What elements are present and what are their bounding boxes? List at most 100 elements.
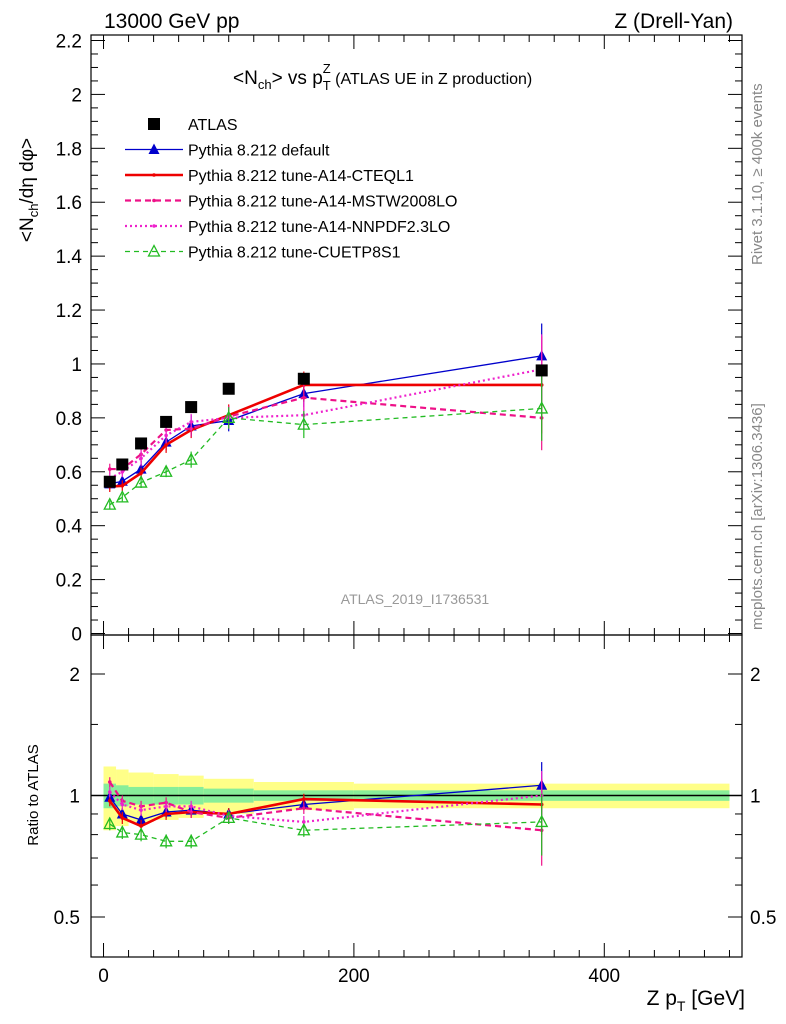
cteql1-marker bbox=[302, 797, 306, 801]
x-tick-label: 400 bbox=[588, 966, 620, 987]
main-y-tick-label: 0.4 bbox=[56, 517, 83, 538]
cuetp8s1-marker bbox=[147, 244, 161, 257]
x-tick-label: 0 bbox=[98, 966, 109, 987]
title-pre: <N bbox=[233, 68, 258, 89]
series-layer bbox=[103, 323, 549, 866]
nnpdf-marker bbox=[302, 820, 306, 824]
xlabel-sub: T bbox=[677, 998, 686, 1014]
nnpdf-marker bbox=[139, 456, 143, 461]
main-series-nnpdf bbox=[107, 334, 544, 484]
main-series-default bbox=[104, 323, 548, 490]
legend-label: Pythia 8.212 tune-A14-NNPDF2.3LO bbox=[188, 219, 450, 236]
cuetp8s1-marker bbox=[535, 814, 549, 828]
axes: 0 0.2 0.4 0.6 0.8 1 1.2 1.4 1.6 1.8 2 2.2 0.5 0.5 1 1 2 2… bbox=[54, 32, 777, 988]
ratio-y-tick-label-right: 1 bbox=[750, 787, 761, 808]
ratio-y-tick-label-right: 2 bbox=[750, 665, 761, 686]
legend-label: Pythia 8.212 tune-CUETP8S1 bbox=[188, 245, 401, 262]
atlas-data-marker bbox=[222, 382, 235, 395]
ratio-y-tick-label: 2 bbox=[69, 665, 80, 686]
mstw-marker bbox=[107, 467, 112, 471]
title-mid: > vs p bbox=[272, 68, 323, 89]
cuetp8s1-marker bbox=[297, 417, 311, 430]
cteql1-marker bbox=[139, 471, 143, 475]
legend-item-cteql1: Pythia 8.212 tune-A14-CTEQL1 bbox=[125, 168, 414, 185]
default-marker bbox=[135, 813, 147, 825]
xlabel-unit: [GeV] bbox=[685, 987, 745, 1010]
x-axis-label: Z pT [GeV] bbox=[647, 987, 745, 1014]
cuetp8s1-marker bbox=[134, 827, 148, 840]
main-series-mstw bbox=[107, 384, 544, 475]
header-beam-label: 13000 GeV pp bbox=[104, 10, 239, 33]
main-cteql1-line bbox=[109, 383, 542, 488]
legend-item-cuetp8s1: Pythia 8.212 tune-CUETP8S1 bbox=[125, 244, 401, 262]
ratio-uncertainty-band bbox=[91, 766, 742, 831]
analysis-watermark: ATLAS_2019_I1736531 bbox=[341, 591, 490, 607]
main-series-cuetp8s1 bbox=[103, 376, 549, 510]
plot-title: <Nch> vs pTZ (ATLAS UE in Z production) bbox=[233, 61, 532, 93]
mstw-marker bbox=[302, 395, 306, 400]
cuetp8s1-marker bbox=[115, 489, 129, 503]
rivet-version-label: Rivet 3.1.10, ≥ 400k events bbox=[749, 83, 766, 265]
legend-label: Pythia 8.212 tune-A14-MSTW2008LO bbox=[188, 194, 457, 211]
main-y-tick-label: 0.8 bbox=[56, 409, 82, 430]
xlabel-main: Z p bbox=[647, 987, 677, 1010]
cuetp8s1-marker bbox=[222, 810, 236, 824]
atlas-data-marker bbox=[103, 475, 116, 488]
ratio-y-tick-label: 1 bbox=[69, 787, 80, 808]
cuetp8s1-marker bbox=[115, 825, 129, 838]
cteql1-marker bbox=[120, 483, 125, 488]
cteql1-marker bbox=[164, 812, 168, 816]
ratio-series-nnpdf bbox=[107, 771, 544, 829]
ylabel-sub: ch bbox=[26, 204, 41, 218]
atlas-data-marker bbox=[185, 401, 198, 414]
title-mid-sup: Z bbox=[323, 61, 331, 76]
main-default-line bbox=[109, 355, 542, 485]
mstw-marker bbox=[302, 806, 306, 811]
atlas-data-marker bbox=[535, 364, 548, 377]
legend-item-default: Pythia 8.212 default bbox=[125, 143, 330, 160]
cteql1-marker bbox=[164, 443, 168, 447]
legend-item-nnpdf: Pythia 8.212 tune-A14-NNPDF2.3LO bbox=[125, 219, 450, 236]
cuetp8s1-marker bbox=[535, 401, 549, 414]
atlas-data-marker bbox=[116, 458, 129, 471]
title-post: (ATLAS UE in Z production) bbox=[331, 71, 533, 88]
main-y-tick-label: 2.2 bbox=[56, 32, 82, 53]
mcplots-label: mcplots.cern.ch [arXiv:1306.3436] bbox=[749, 403, 766, 630]
legend: ATLAS Pythia 8.212 default Pythia 8.212 tu… bbox=[125, 117, 457, 262]
atlas-data-marker bbox=[297, 372, 310, 385]
main-cuetp8s1-line bbox=[109, 407, 542, 506]
nnpdf-marker bbox=[107, 790, 112, 794]
cuetp8s1-marker bbox=[159, 833, 173, 847]
main-y-tick-label: 1.8 bbox=[56, 139, 82, 160]
legend-label: ATLAS bbox=[188, 117, 238, 134]
legend-label: Pythia 8.212 tune-A14-CTEQL1 bbox=[188, 168, 414, 185]
main-series-data bbox=[103, 364, 548, 488]
nnpdf-marker bbox=[189, 420, 193, 424]
main-y-tick-label: 2 bbox=[71, 85, 82, 106]
default-marker bbox=[148, 143, 160, 154]
cuetp8s1-marker bbox=[134, 475, 148, 488]
atlas-data-marker bbox=[160, 415, 173, 428]
ratio-cuetp8s1-line bbox=[109, 817, 542, 842]
ratio-cteql1-line bbox=[108, 797, 542, 828]
nnpdf-marker bbox=[139, 808, 143, 812]
ylabel-pre: <N bbox=[17, 217, 38, 242]
main-y-tick-label: 1.2 bbox=[56, 301, 82, 322]
legend-item-mstw: Pythia 8.212 tune-A14-MSTW2008LO bbox=[125, 194, 457, 211]
main-nnpdf-line bbox=[109, 368, 542, 480]
legend-label: Pythia 8.212 default bbox=[188, 143, 330, 160]
nnpdf-marker bbox=[164, 804, 168, 809]
cuetp8s1-marker bbox=[103, 816, 117, 830]
legend-item-data: ATLAS bbox=[148, 117, 238, 134]
cteql1-marker bbox=[107, 799, 112, 803]
header-process-label: Z (Drell-Yan) bbox=[614, 10, 733, 33]
nnpdf-marker bbox=[152, 224, 156, 228]
nnpdf-marker bbox=[120, 802, 125, 807]
atlas-data-marker bbox=[135, 437, 148, 450]
cuetp8s1-marker bbox=[222, 410, 236, 424]
title-mid-sub: T bbox=[323, 78, 331, 93]
ratio-y-axis-label: Ratio to ATLAS bbox=[25, 744, 42, 845]
mstw-marker bbox=[152, 198, 156, 203]
ratio-series-cuetp8s1 bbox=[103, 793, 549, 856]
